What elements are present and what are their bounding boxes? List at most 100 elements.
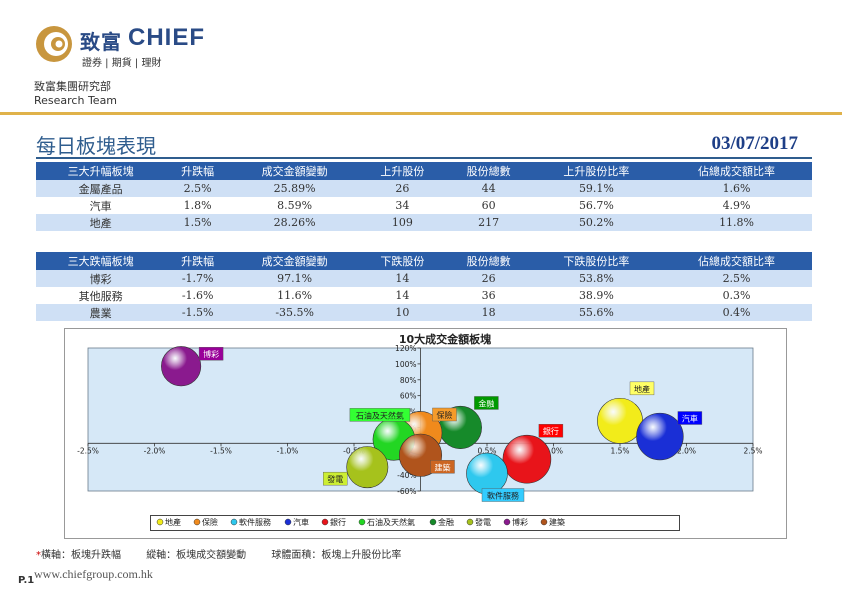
title-underline <box>36 157 812 159</box>
brand-logo: 致富 CHIEF 證券 | 期貨 | 理財 <box>34 24 234 70</box>
bubble-label-bg <box>432 407 457 422</box>
bubble-label-bg <box>677 411 703 425</box>
table-cell: 26 <box>359 180 446 197</box>
table-cell: 11.6% <box>277 289 313 302</box>
table-row: 農業 -1.5% -35.5% 10 18 55.6% 0.4% <box>36 304 812 321</box>
table-cell: 53.8% <box>531 270 662 287</box>
department: 致富集團研究部 Research Team <box>34 80 117 108</box>
footnote-size: 球體面積：板塊上升股份比率 <box>271 550 402 561</box>
bubble-label: 銀行 <box>543 426 559 436</box>
table-cell: 56.7% <box>578 199 614 212</box>
table-cell: -35.5% <box>229 304 360 321</box>
chart-title: 10大成交金額板塊 <box>399 332 491 346</box>
y-tick-label: -40% <box>397 471 416 480</box>
bubble-label: 發電 <box>327 475 343 484</box>
report-date: 03/07/2017 <box>711 133 798 154</box>
bubble-3 <box>636 412 684 461</box>
table-cell: -1.6% <box>181 289 214 302</box>
column-header: 升跌幅 <box>165 162 230 180</box>
footnote-x: 橫軸：板塊升跌幅 <box>41 550 121 561</box>
x-tick-label: 1.0% <box>544 446 563 455</box>
table-row: 地產 1.5% 28.26% 109 217 50.2% 11.8% <box>36 214 812 231</box>
bubble-0 <box>597 397 643 444</box>
bubble-label-bg <box>430 460 455 474</box>
table-cell: 60 <box>481 199 496 212</box>
brand-sub: 證券 | 期貨 | 理財 <box>82 58 162 69</box>
table-cell: -1.5% <box>165 304 230 321</box>
column-header: 股份總數 <box>445 162 532 180</box>
table-row: 博彩 -1.7% 97.1% 14 26 53.8% 2.5% <box>36 270 812 287</box>
chief-logo-icon <box>36 26 72 62</box>
table-cell: 109 <box>359 214 446 231</box>
column-header: 上升股份 <box>359 162 446 180</box>
bubble-label: 地產 <box>634 384 650 394</box>
x-tick-label: -2.0% <box>144 446 166 455</box>
bubble-7 <box>346 446 389 489</box>
table-cell: 其他服務 <box>78 289 123 303</box>
column-header: 佔總成交額比率 <box>661 252 812 270</box>
table-row: 汽車 1.8% 8.59% 34 60 56.7% 4.9% <box>36 197 812 214</box>
column-header: 下跌股份比率 <box>531 252 662 270</box>
table-cell: 38.9% <box>578 289 614 302</box>
table-header-row: 三大升幅板塊 升跌幅 成交金額變動 上升股份 股份總數 上升股份比率 佔總成交額比率 <box>36 162 812 180</box>
table-cell: 4.9% <box>722 199 751 212</box>
table-cell: 10 <box>359 304 446 321</box>
table-cell: 217 <box>445 214 532 231</box>
table-cell: 97.1% <box>229 270 360 287</box>
table-cell: 地產 <box>36 214 166 231</box>
table-cell: -1.7% <box>165 270 230 287</box>
chart-legend <box>150 515 680 531</box>
table-cell: 2.5% <box>165 180 230 197</box>
table-row: 金屬產品 2.5% 25.89% 26 44 59.1% 1.6% <box>36 180 812 197</box>
column-header: 下跌股份 <box>359 252 446 270</box>
bubble-label: 博彩 <box>203 349 219 359</box>
table-cell: 1.6% <box>661 180 812 197</box>
table-cell: 農業 <box>36 304 166 321</box>
column-header: 股份總數 <box>445 252 532 270</box>
footnote-y: 縱軸：板塊成交額變動 <box>146 550 247 561</box>
table-cell: 26 <box>445 270 532 287</box>
brand-en: CHIEF <box>128 24 205 51</box>
page-title: 每日板塊表現 <box>36 134 156 158</box>
x-tick-label: 1.5% <box>610 446 629 455</box>
top-losers-table: 三大跌幅板塊 升跌幅 成交金額變動 下跌股份 股份總數 下跌股份比率 佔總成交額比率 博彩 -… <box>36 252 812 321</box>
bubble-4 <box>502 434 552 484</box>
department-en: Research Team <box>34 94 118 107</box>
column-header: 佔總成交額比率 <box>661 162 812 180</box>
table-cell: 44 <box>445 180 532 197</box>
bubble-label: 保險 <box>437 410 453 420</box>
bubble-8 <box>161 346 202 387</box>
y-tick-label: 80% <box>400 376 417 385</box>
table-cell: 28.26% <box>229 214 360 231</box>
column-header: 成交金額變動 <box>229 252 360 270</box>
bubble-label-bg <box>474 396 499 410</box>
bubble-label-bg <box>198 346 224 361</box>
column-header: 三大升幅板塊 <box>36 162 166 180</box>
table-cell: 8.59% <box>277 199 313 212</box>
table-cell: 0.3% <box>722 289 751 302</box>
website-link[interactable]: www.chiefgroup.com.hk <box>34 567 153 581</box>
table-cell: 14 <box>395 289 410 302</box>
bubble-label-bg <box>481 488 525 502</box>
top-gainers-table: 三大升幅板塊 升跌幅 成交金額變動 上升股份 股份總數 上升股份比率 佔總成交額比率 金屬產… <box>36 162 812 231</box>
table-cell: 34 <box>395 199 410 212</box>
department-cn: 致富集團研究部 <box>34 80 111 93</box>
table-header-row: 三大跌幅板塊 升跌幅 成交金額變動 下跌股份 股份總數 下跌股份比率 佔總成交額比率 <box>36 252 812 270</box>
table-cell: 1.5% <box>165 214 230 231</box>
bubble-label: 石油及天然氣 <box>356 410 404 420</box>
table-cell: 59.1% <box>531 180 662 197</box>
table-cell: 14 <box>359 270 446 287</box>
bubble-label-bg <box>349 408 411 422</box>
x-tick-label: -2.5% <box>77 446 99 455</box>
x-tick-label: -1.5% <box>210 446 232 455</box>
y-tick-label: 100% <box>395 360 416 369</box>
y-tick-label: -60% <box>397 487 416 496</box>
x-tick-label: 0.5% <box>477 446 496 455</box>
x-tick-label: -1.0% <box>277 446 299 455</box>
table-cell: 汽車 <box>89 199 112 213</box>
table-cell: 55.6% <box>531 304 662 321</box>
footnote: *橫軸：板塊升跌幅 縱軸：板塊成交額變動 球體面積：板塊上升股份比率 <box>36 550 402 561</box>
bubble-label: 軟件服務 <box>487 491 519 501</box>
bubble-label: 金融 <box>478 398 494 408</box>
